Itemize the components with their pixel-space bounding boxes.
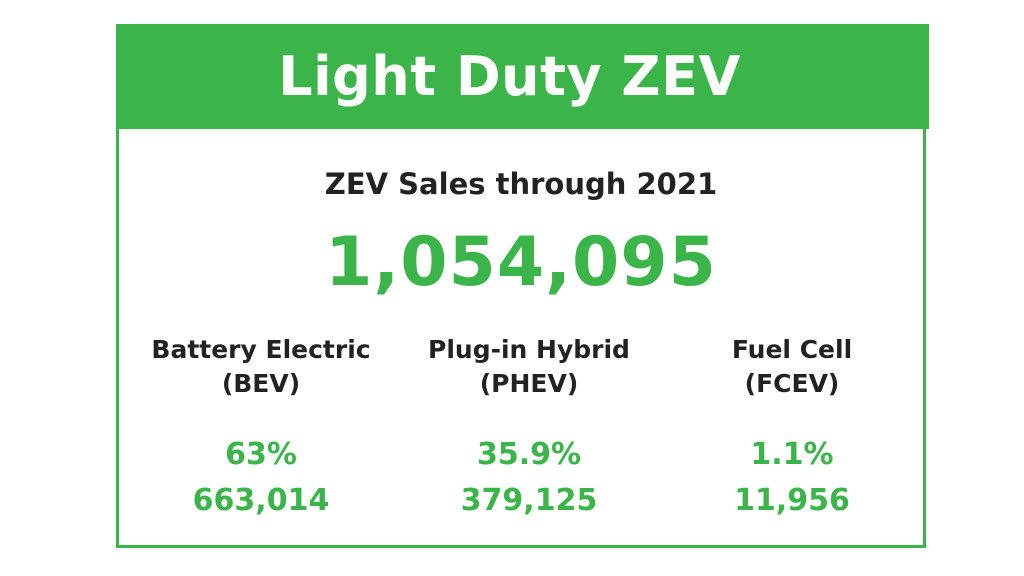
- banner-title: Light Duty ZEV: [278, 45, 741, 108]
- phev-column: Plug-in Hybrid (PHEV) 35.9% 379,125: [404, 333, 654, 519]
- total-sales-value: 1,054,095: [325, 223, 717, 302]
- fcev-name: Fuel Cell: [731, 335, 853, 364]
- title-banner: Light Duty ZEV: [116, 24, 929, 129]
- bev-column: Battery Electric (BEV) 63% 663,014: [136, 333, 386, 519]
- phev-count: 379,125: [460, 483, 598, 518]
- fcev-percent: 1.1%: [750, 437, 834, 472]
- phev-name: Plug-in Hybrid: [428, 335, 630, 364]
- bev-name: Battery Electric: [151, 335, 371, 364]
- fcev-column: Fuel Cell (FCEV) 1.1% 11,956: [667, 333, 917, 519]
- phev-percent: 35.9%: [476, 437, 582, 472]
- fcev-abbr: (FCEV): [744, 369, 840, 398]
- fcev-count: 11,956: [734, 483, 850, 518]
- bev-percent: 63%: [225, 437, 297, 472]
- bev-abbr: (BEV): [221, 369, 301, 398]
- zev-sales-card: Light Duty ZEV ZEV Sales through 2021 1,…: [116, 24, 929, 548]
- bev-count: 663,014: [192, 483, 330, 518]
- phev-abbr: (PHEV): [479, 369, 579, 398]
- sales-subtitle: ZEV Sales through 2021: [324, 167, 718, 201]
